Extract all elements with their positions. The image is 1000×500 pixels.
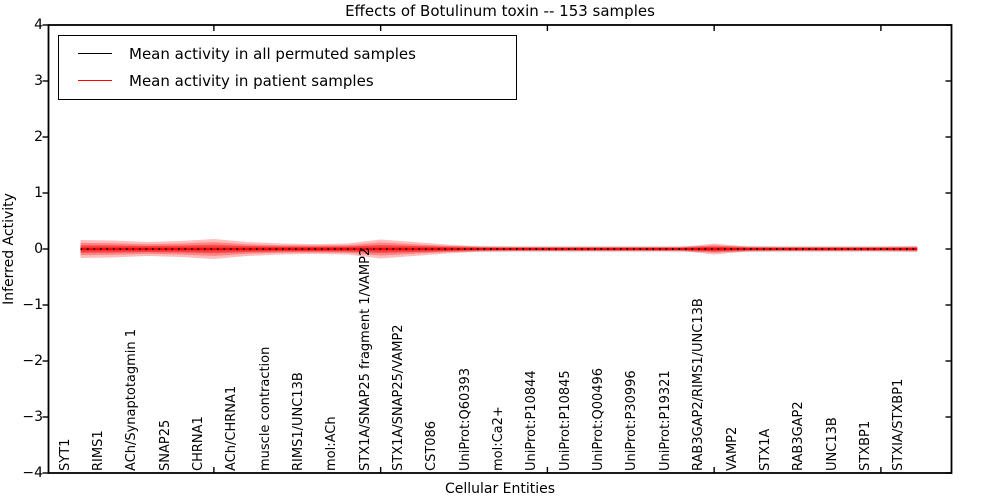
- x-tick-label: RAB3GAP2/RIMS1/UNC13B: [691, 298, 707, 471]
- x-tick-label: UNC13B: [824, 417, 840, 471]
- x-tick-label: muscle contraction: [257, 346, 273, 471]
- x-tick-label: UniProt:Q60393: [457, 367, 473, 471]
- x-tick-label: SNAP25: [157, 419, 173, 471]
- y-axis-label: Inferred Activity: [1, 193, 17, 305]
- x-tick-label: RIMS1: [90, 430, 106, 471]
- x-tick-label: RIMS1/UNC13B: [290, 372, 306, 471]
- x-tick-label: STX1A/SNAP25/VAMP2: [391, 324, 406, 471]
- y-tick-label: 3: [34, 73, 43, 89]
- legend: Mean activity in all permuted samples Me…: [58, 35, 517, 100]
- x-tick-label: SYT1: [57, 438, 73, 471]
- x-tick-label: RAB3GAP2: [791, 401, 807, 471]
- legend-item-permuted: Mean activity in all permuted samples: [59, 40, 516, 67]
- x-tick-label: STX1A: [757, 428, 773, 471]
- x-tick-label: STXIA/STXBP1: [891, 378, 907, 471]
- chart-title: Effects of Botulinum toxin -- 153 sample…: [345, 2, 655, 20]
- legend-line-sample-black: [78, 53, 112, 54]
- x-tick-label: ACh/CHRNA1: [224, 385, 240, 471]
- x-tick-label: STXBP1: [857, 420, 873, 471]
- x-tick-label: CST086: [424, 420, 440, 471]
- x-tick-label: UniProt:P30996: [624, 370, 640, 471]
- x-tick-label: STX1A/SNAP25 fragment 1/VAMP2: [357, 247, 373, 471]
- y-tick-label: 4: [34, 17, 43, 33]
- legend-item-patient: Mean activity in patient samples: [59, 67, 516, 94]
- x-tick-label: UniProt:Q00496: [591, 367, 607, 471]
- y-tick-label: 2: [34, 129, 43, 145]
- x-tick-label: ACh/Synaptotagmin 1: [124, 328, 140, 471]
- legend-label-patient: Mean activity in patient samples: [129, 71, 374, 90]
- y-tick-label: −3: [22, 409, 43, 425]
- y-tick-label: −2: [22, 353, 43, 369]
- legend-label-permuted: Mean activity in all permuted samples: [129, 44, 416, 63]
- legend-line-sample-red: [78, 80, 112, 81]
- y-tick-label: −4: [22, 465, 43, 481]
- x-tick-label: VAMP2: [724, 426, 740, 471]
- x-tick-label: UniProt:P19321: [657, 370, 673, 471]
- x-tick-label: CHRNA1: [190, 416, 206, 471]
- y-tick-label: 1: [34, 185, 43, 201]
- x-tick-label: mol:ACh: [324, 416, 340, 471]
- x-tick-label: mol:Ca2+: [491, 406, 507, 471]
- x-tick-label: UniProt:P10845: [557, 370, 573, 471]
- y-tick-label: 0: [34, 241, 43, 257]
- x-axis-label: Cellular Entities: [444, 481, 556, 497]
- y-tick-label: −1: [22, 297, 43, 313]
- x-tick-label: UniProt:P10844: [524, 370, 540, 471]
